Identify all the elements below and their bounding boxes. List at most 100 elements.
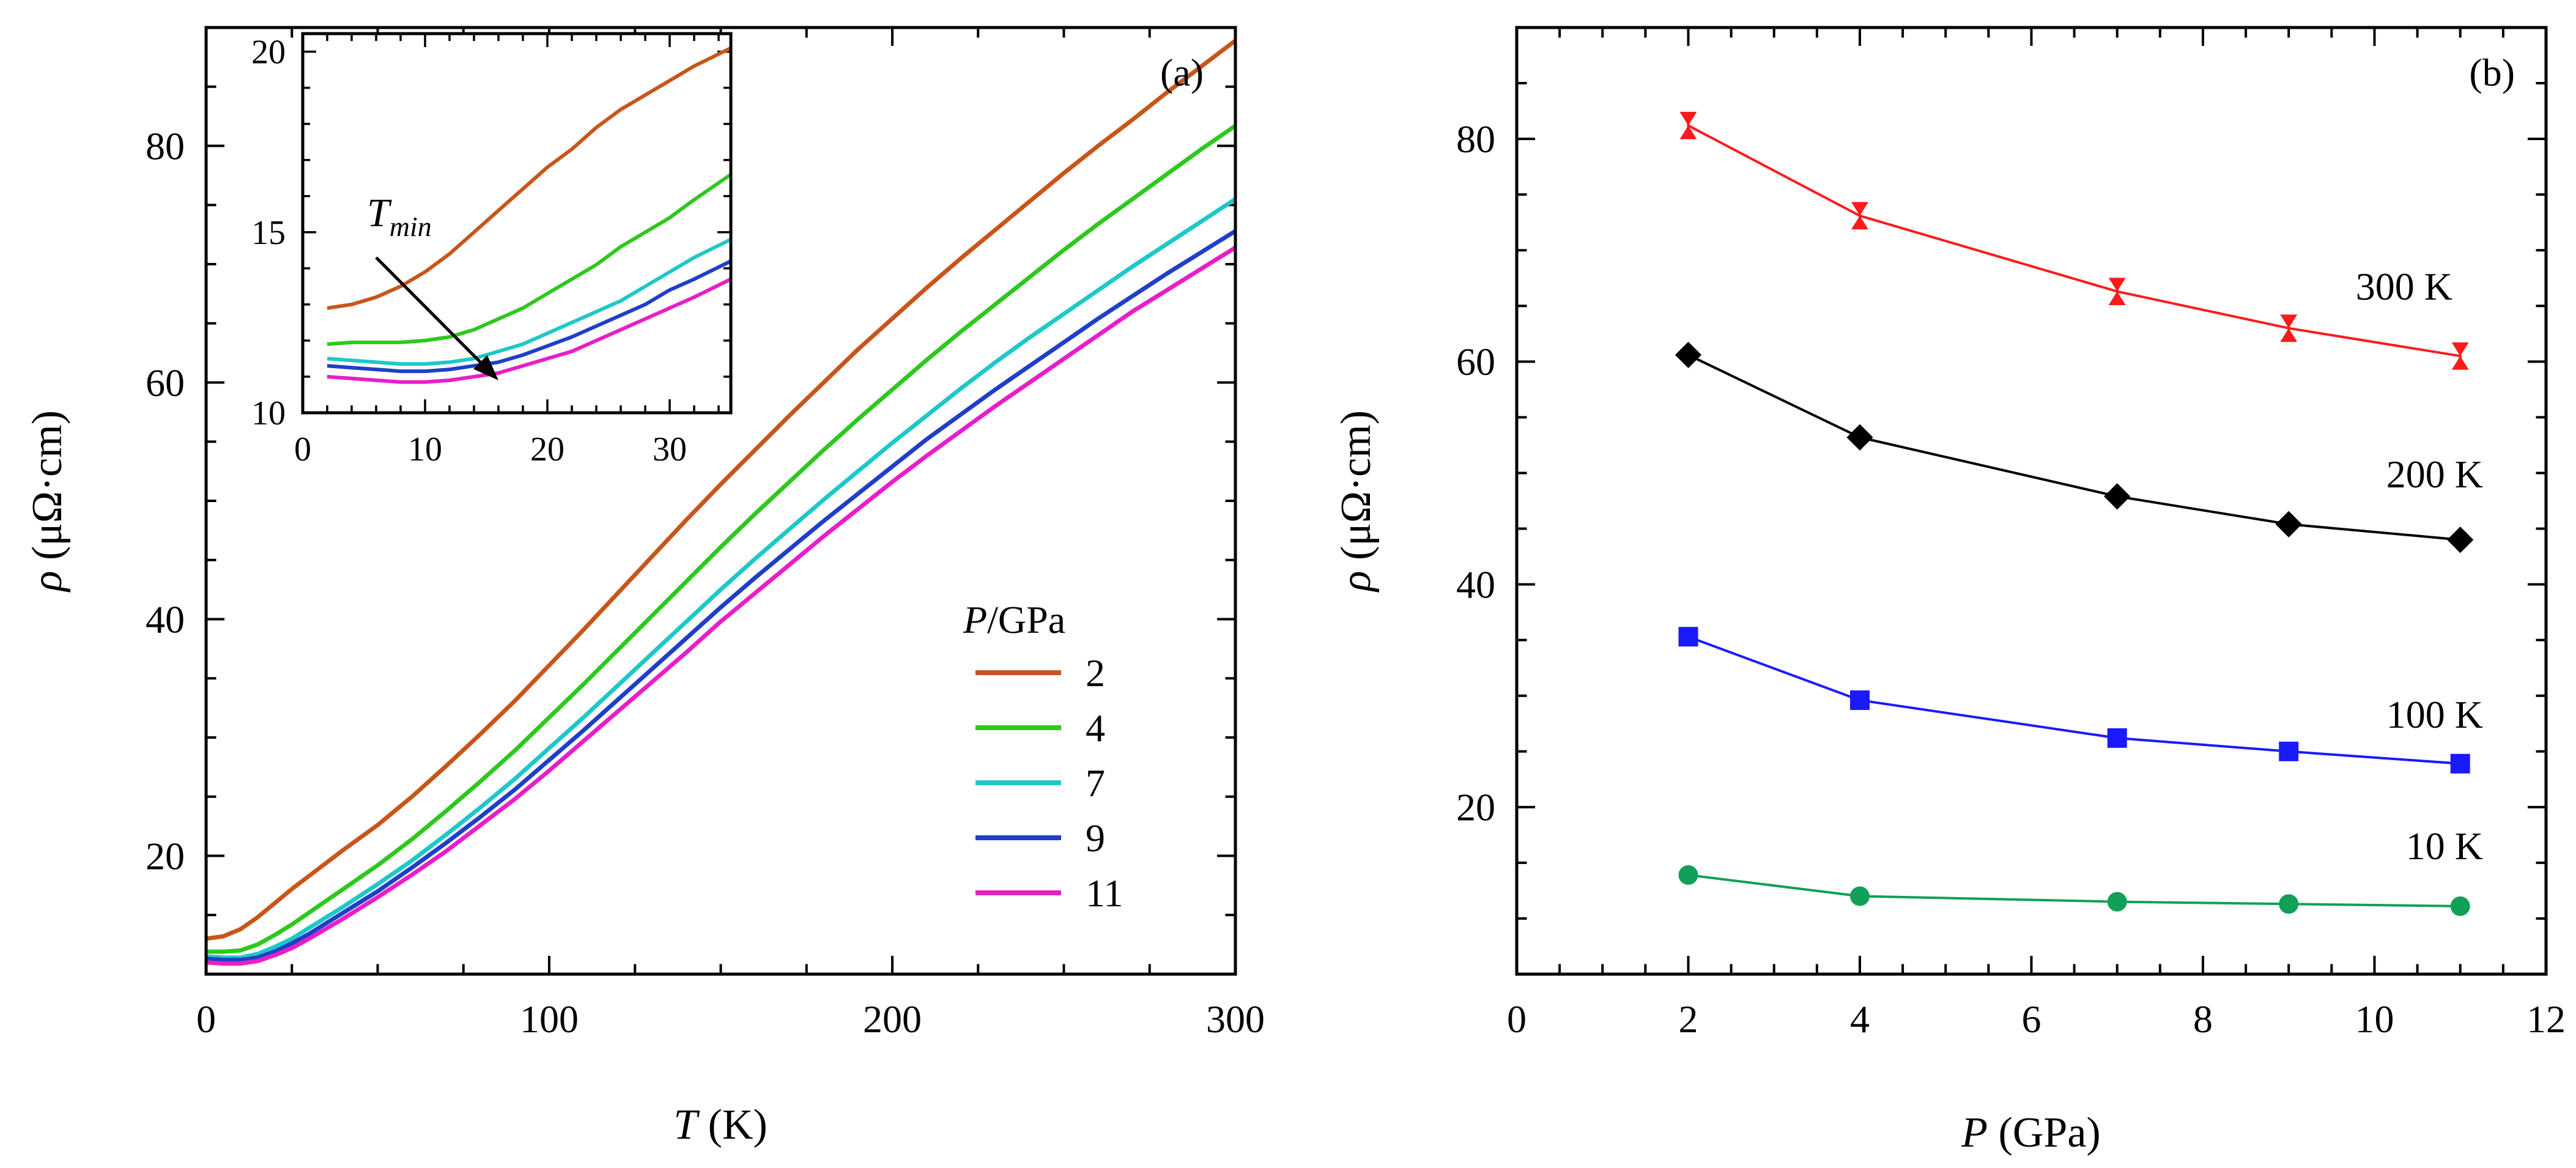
tmin-main: T — [367, 191, 392, 235]
data-point-300k-lower — [2108, 291, 2126, 306]
x-tick-label: 0 — [1507, 997, 1527, 1041]
panel-a-y-var: ρ — [24, 571, 71, 593]
series-line-9gpa — [205, 229, 1237, 963]
y-tick-label: 10 — [251, 394, 286, 432]
x-tick-label: 30 — [653, 431, 687, 468]
series-line-7gpa — [205, 197, 1237, 960]
x-tick-label: 12 — [2526, 997, 2566, 1041]
arrow-shaft — [375, 256, 482, 363]
panel-b-y-unit: (μΩ·cm) — [1333, 410, 1380, 571]
panel-a-lines — [205, 39, 1237, 966]
data-point-300k-lower — [2451, 356, 2469, 370]
y-tick-label: 80 — [1456, 117, 1495, 161]
data-point-10k — [2279, 894, 2299, 914]
inset-series-line-9gpa — [327, 259, 732, 374]
legend-entry: 2 — [975, 651, 1105, 695]
data-point-300k-lower — [1679, 125, 1697, 139]
data-point-10k — [2450, 896, 2470, 916]
data-point-300k-upper — [1679, 111, 1697, 126]
x-tick-label: 100 — [520, 997, 579, 1041]
data-point-300k-lower — [2280, 328, 2298, 342]
x-tick-label: 8 — [2193, 997, 2213, 1041]
data-point-100k — [1678, 627, 1698, 647]
x-tick-label: 6 — [2022, 997, 2041, 1041]
y-tick-label: 60 — [146, 361, 185, 404]
series-line-2gpa — [205, 39, 1237, 941]
y-tick-label: 20 — [1456, 786, 1495, 829]
inset-series-line-7gpa — [327, 237, 732, 366]
data-point-200k — [1846, 424, 1873, 451]
legend-label: 7 — [1086, 761, 1105, 805]
data-point-300k-upper — [2280, 314, 2298, 328]
panel-a-y-axis-label: ρ (μΩ·cm) — [24, 410, 71, 593]
inset-series-line-2gpa — [327, 46, 732, 310]
panel-a-label: (a) — [1160, 51, 1204, 94]
series-label-100k: 100 K — [2386, 693, 2483, 736]
x-tick-label: 10 — [408, 431, 442, 468]
panel-a-y-unit: (μΩ·cm) — [24, 410, 71, 571]
tmin-arrow — [375, 256, 498, 380]
legend-entry: 4 — [975, 706, 1105, 750]
tmin-annotation: Tmin — [367, 191, 432, 242]
y-tick-label: 60 — [1456, 340, 1495, 383]
inset-frame — [301, 32, 733, 415]
data-point-300k-upper — [1851, 202, 1868, 216]
data-point-100k — [2279, 741, 2299, 761]
series-label-300k: 300 K — [2356, 265, 2452, 308]
panel-a-legend: P/GPa 2 4 7 9 11 — [963, 598, 1123, 915]
legend-title: P/GPa — [963, 598, 1065, 641]
x-tick-label: 4 — [1850, 997, 1870, 1041]
data-point-300k-upper — [2451, 342, 2469, 357]
inset-lines — [327, 46, 732, 384]
x-tick-label: 0 — [196, 997, 216, 1041]
data-point-200k — [1675, 341, 1702, 369]
panel-a-x-unit: (K) — [697, 1101, 768, 1148]
series-label-10k: 10 K — [2406, 824, 2483, 868]
y-tick-label: 40 — [1456, 563, 1495, 606]
x-tick-label: 10 — [2355, 997, 2394, 1041]
arrow-head — [473, 355, 498, 380]
panel-b-x-var: P — [1961, 1109, 1988, 1156]
y-tick-label: 80 — [146, 124, 185, 168]
data-point-10k — [2107, 892, 2127, 912]
y-tick-label: 40 — [146, 597, 185, 641]
panel-b-x-unit: (GPa) — [1988, 1109, 2101, 1156]
data-point-200k — [2275, 511, 2302, 538]
panel-b-tick-labels: 0 2 4 6 8 10 12 20 40 60 80 — [1456, 117, 2566, 1041]
data-point-100k — [2107, 728, 2127, 748]
legend-entry: 11 — [975, 871, 1123, 915]
legend-label: 2 — [1086, 651, 1105, 695]
panel-b-x-axis-label: P (GPa) — [1961, 1109, 2100, 1156]
data-point-10k — [1850, 886, 1870, 906]
panel-b-ticks — [1516, 26, 2547, 975]
data-point-10k — [1678, 865, 1698, 885]
panel-b-y-axis-label: ρ (μΩ·cm) — [1333, 410, 1380, 593]
x-tick-label: 0 — [294, 431, 311, 468]
x-tick-label: 200 — [863, 997, 922, 1041]
series-line-11gpa — [205, 245, 1237, 966]
legend-title-unit: /GPa — [987, 598, 1065, 641]
tmin-sub: min — [390, 211, 432, 242]
x-tick-label: 20 — [530, 431, 564, 468]
x-tick-label: 2 — [1679, 997, 1698, 1041]
legend-entry: 7 — [975, 761, 1105, 805]
inset-series-line-4gpa — [327, 172, 732, 346]
data-point-300k-lower — [1851, 215, 1868, 230]
y-tick-label: 20 — [251, 34, 286, 72]
series-label-200k: 200 K — [2386, 453, 2483, 496]
legend-entry: 9 — [975, 816, 1105, 860]
panel-b-label: (b) — [2469, 51, 2515, 94]
y-tick-label: 20 — [146, 834, 185, 878]
legend-label: 4 — [1086, 706, 1105, 750]
legend-title-var: P — [963, 598, 987, 641]
data-point-200k — [2447, 527, 2474, 553]
panel-b-markers — [1675, 111, 2474, 916]
legend-label: 11 — [1086, 871, 1123, 915]
data-point-100k — [1850, 690, 1870, 710]
